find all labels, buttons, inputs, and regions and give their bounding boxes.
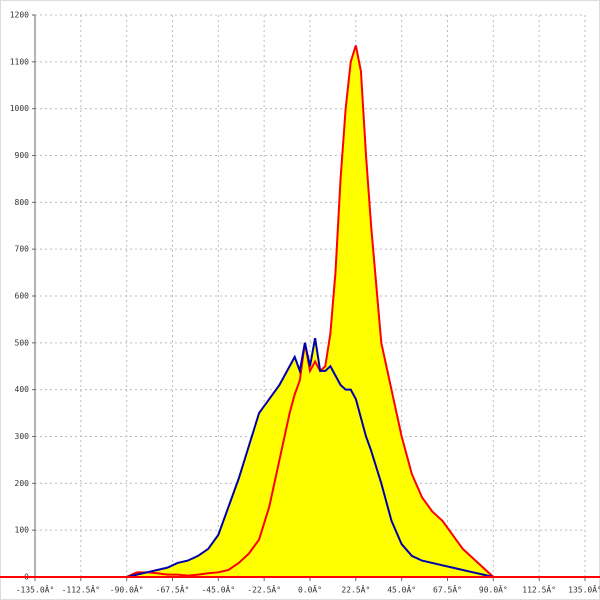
area-fill — [126, 338, 494, 577]
area-fill — [126, 45, 494, 578]
y-tick-label: 1200 — [10, 11, 29, 20]
x-tick-label: 90.0Â° — [479, 584, 508, 595]
y-tick-label: 200 — [15, 479, 30, 488]
series-line — [126, 337, 494, 578]
x-tick-label: 112.5Â° — [522, 584, 556, 595]
y-tick-label: 100 — [15, 526, 30, 535]
y-tick-label: 600 — [15, 292, 30, 301]
x-tick-label: 0.0Â° — [298, 584, 322, 595]
x-tick-label: 45.0Â° — [387, 584, 416, 595]
x-tick-label: -90.0Â° — [110, 584, 144, 595]
x-tick-label: -22.5Â° — [247, 584, 281, 595]
y-tick-label: 300 — [15, 432, 30, 441]
y-tick-label: 1100 — [10, 57, 29, 66]
y-tick-label: 700 — [15, 245, 30, 254]
x-tick-label: -135.0Â° — [16, 584, 55, 595]
x-tick-label: 135.0Â° — [568, 584, 600, 595]
y-tick-label: 900 — [15, 151, 30, 160]
y-tick-label: 1000 — [10, 104, 29, 113]
y-tick-label: 800 — [15, 198, 30, 207]
y-tick-label: 400 — [15, 385, 30, 394]
x-tick-label: 22.5Â° — [341, 584, 370, 595]
y-tick-label: 500 — [15, 338, 30, 347]
x-tick-label: -67.5Â° — [156, 584, 190, 595]
x-tick-label: -112.5Â° — [62, 584, 101, 595]
x-tick-label: 67.5Â° — [433, 584, 462, 595]
x-tick-label: -45.0Â° — [201, 584, 235, 595]
